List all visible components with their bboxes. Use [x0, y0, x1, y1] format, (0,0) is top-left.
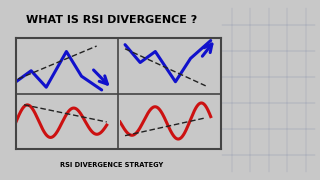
Text: WHAT IS RSI DIVERGENCE ?: WHAT IS RSI DIVERGENCE ?: [26, 15, 198, 25]
Text: RSI DIVERGENCE STRATEGY: RSI DIVERGENCE STRATEGY: [60, 162, 164, 168]
